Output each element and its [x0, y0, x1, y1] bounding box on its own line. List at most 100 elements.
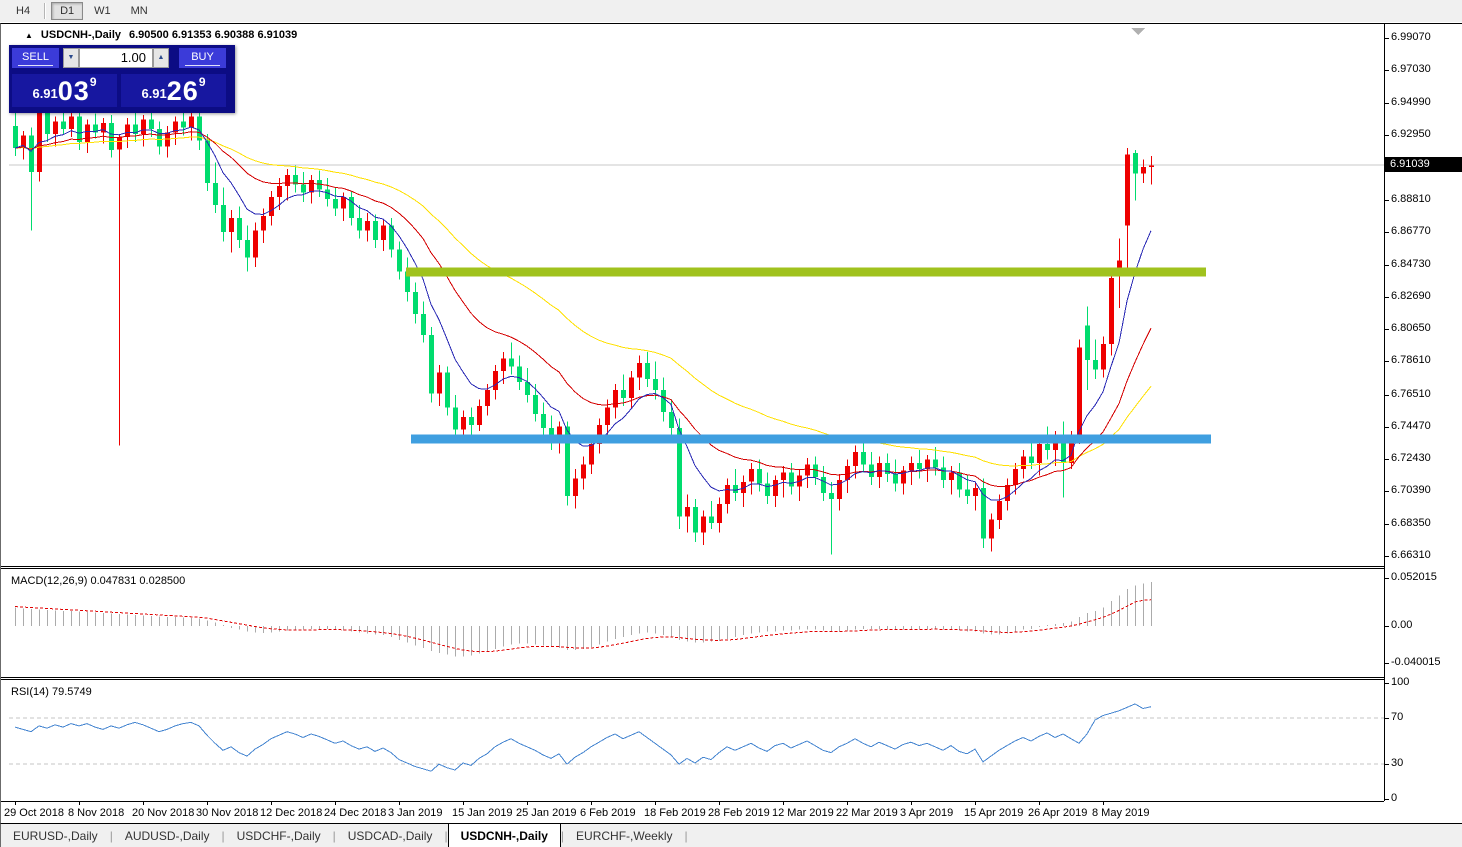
candle-body [605, 407, 610, 425]
timeframe-button-mn[interactable]: MN [130, 5, 148, 17]
tab-usdcnh-daily[interactable]: USDCNH-,Daily [447, 824, 561, 847]
scale-tick-mark [1385, 524, 1389, 525]
scale-tick-mark [1385, 297, 1389, 298]
candle-body [229, 217, 234, 232]
sell-button[interactable]: SELL [12, 48, 59, 68]
candle-body [261, 216, 266, 231]
date-tick-mark [399, 802, 400, 805]
scale-tick-mark [1385, 427, 1389, 428]
candle-body [197, 116, 202, 141]
candle-body [869, 464, 874, 477]
pane-splitter[interactable] [1, 677, 1384, 680]
macd-scale-label: 0.00 [1391, 619, 1413, 631]
date-axis-label: 30 Nov 2018 [196, 807, 259, 819]
resistance-line[interactable] [406, 267, 1206, 277]
candle-body [213, 183, 218, 206]
candle-body [997, 500, 1002, 520]
date-axis-label: 8 Nov 2018 [68, 807, 125, 819]
candle-body [1069, 437, 1074, 463]
price-scale-label: 6.74470 [1391, 420, 1431, 432]
candle-body [349, 197, 354, 218]
timeframe-button-h4[interactable]: H4 [16, 5, 31, 17]
rsi-scale-label: 0 [1391, 792, 1398, 804]
date-axis-label: 3 Jan 2019 [388, 807, 443, 819]
rsi-pane[interactable] [9, 680, 1384, 801]
sell-price-panel[interactable]: 6.91 03 9 [12, 74, 117, 107]
scale-tick-mark [1385, 663, 1389, 664]
candle-body [269, 197, 274, 217]
candle-body [1125, 154, 1130, 226]
date-axis-label: 15 Apr 2019 [964, 807, 1024, 819]
macd-pane[interactable] [9, 569, 1384, 677]
candle-body [933, 459, 938, 468]
sell-price-big: 03 [57, 76, 90, 106]
candle-body [461, 417, 466, 430]
buy-button[interactable]: BUY [179, 48, 226, 68]
buy-price-panel[interactable]: 6.91 26 9 [121, 74, 226, 107]
price-scale[interactable]: 6.91039 6.99070 6.97030 6.94990 6.92950 6.88… [1384, 24, 1462, 804]
candle-body [821, 477, 826, 493]
macd-signal-line [14, 599, 1152, 653]
price-scale-label: 6.72430 [1391, 452, 1431, 464]
rsi-indicator-label: RSI(14) 79.5749 [11, 686, 92, 698]
timeframe-button-d1[interactable]: D1 [51, 2, 84, 20]
candle-body [541, 413, 546, 428]
candle-body [413, 292, 418, 315]
support-line[interactable] [411, 434, 1211, 444]
candle-body [733, 485, 738, 493]
candle-body [621, 390, 626, 398]
timeframe-button-w1[interactable]: W1 [94, 5, 111, 17]
price-scale-label: 6.92950 [1391, 128, 1431, 140]
scale-tick-mark [1385, 38, 1389, 39]
candle-body [965, 489, 970, 496]
candle-body [741, 481, 746, 493]
candle-body [477, 405, 482, 425]
date-tick-mark [463, 802, 464, 805]
candle-body [533, 394, 538, 414]
candle-body [861, 451, 866, 465]
candle-body [773, 480, 778, 496]
candle-body [1037, 443, 1042, 463]
candle-body [157, 129, 162, 147]
date-tick-mark [975, 802, 976, 805]
collapse-icon[interactable]: ▲ [25, 31, 33, 40]
tab-eurchf-weekly[interactable]: EURCHF-,Weekly [576, 828, 673, 843]
candle-body [1133, 152, 1138, 174]
volume-increase-button[interactable]: ▲ [153, 48, 169, 68]
candle-body [725, 485, 730, 504]
candle-body [29, 135, 34, 172]
price-scale-label: 6.80650 [1391, 322, 1431, 334]
candlestick-chart[interactable] [9, 24, 1384, 566]
volume-input[interactable]: 1.00 [79, 48, 153, 68]
pane-splitter[interactable] [1, 566, 1384, 569]
chart-symbol-label: USDCNH-,Daily [40, 29, 121, 41]
candle-body [693, 507, 698, 533]
volume-decrease-button[interactable]: ▼ [63, 48, 79, 68]
candle-body [445, 372, 450, 408]
date-axis-label: 22 Mar 2019 [836, 807, 898, 819]
scale-tick-mark [1385, 578, 1389, 579]
tab-usdchf-daily[interactable]: USDCHF-,Daily [236, 828, 321, 843]
candle-body [61, 121, 66, 130]
candle-body [853, 451, 858, 466]
buy-price-big: 26 [166, 76, 199, 106]
candle-body [69, 116, 74, 130]
tab-audusd-daily[interactable]: AUDUSD-,Daily [124, 828, 210, 843]
price-scale-label: 6.86770 [1391, 225, 1431, 237]
macd-scale-label: -0.040015 [1391, 656, 1441, 668]
candle-body [173, 121, 178, 133]
date-axis[interactable]: 29 Oct 2018 8 Nov 2018 20 Nov 2018 30 Nov 2… [1, 801, 1384, 824]
candle-body [1053, 437, 1058, 451]
chart-window: ▲ USDCNH-,Daily 6.90500 6.91353 6.90388 6.… [0, 23, 1462, 824]
chart-ohlc-values: 6.90500 6.91353 6.90388 6.91039 [129, 29, 298, 41]
candle-body [669, 412, 674, 428]
candle-body [405, 271, 410, 293]
tab-usdcad-daily[interactable]: USDCAD-,Daily [347, 828, 433, 843]
candle-body [629, 377, 634, 398]
candle-body [189, 116, 194, 128]
date-tick-mark [79, 802, 80, 805]
candle-body [661, 390, 666, 413]
candle-body [237, 217, 242, 240]
scale-tick-mark [1385, 718, 1389, 719]
tab-eurusd-daily[interactable]: EURUSD-,Daily [13, 828, 98, 843]
